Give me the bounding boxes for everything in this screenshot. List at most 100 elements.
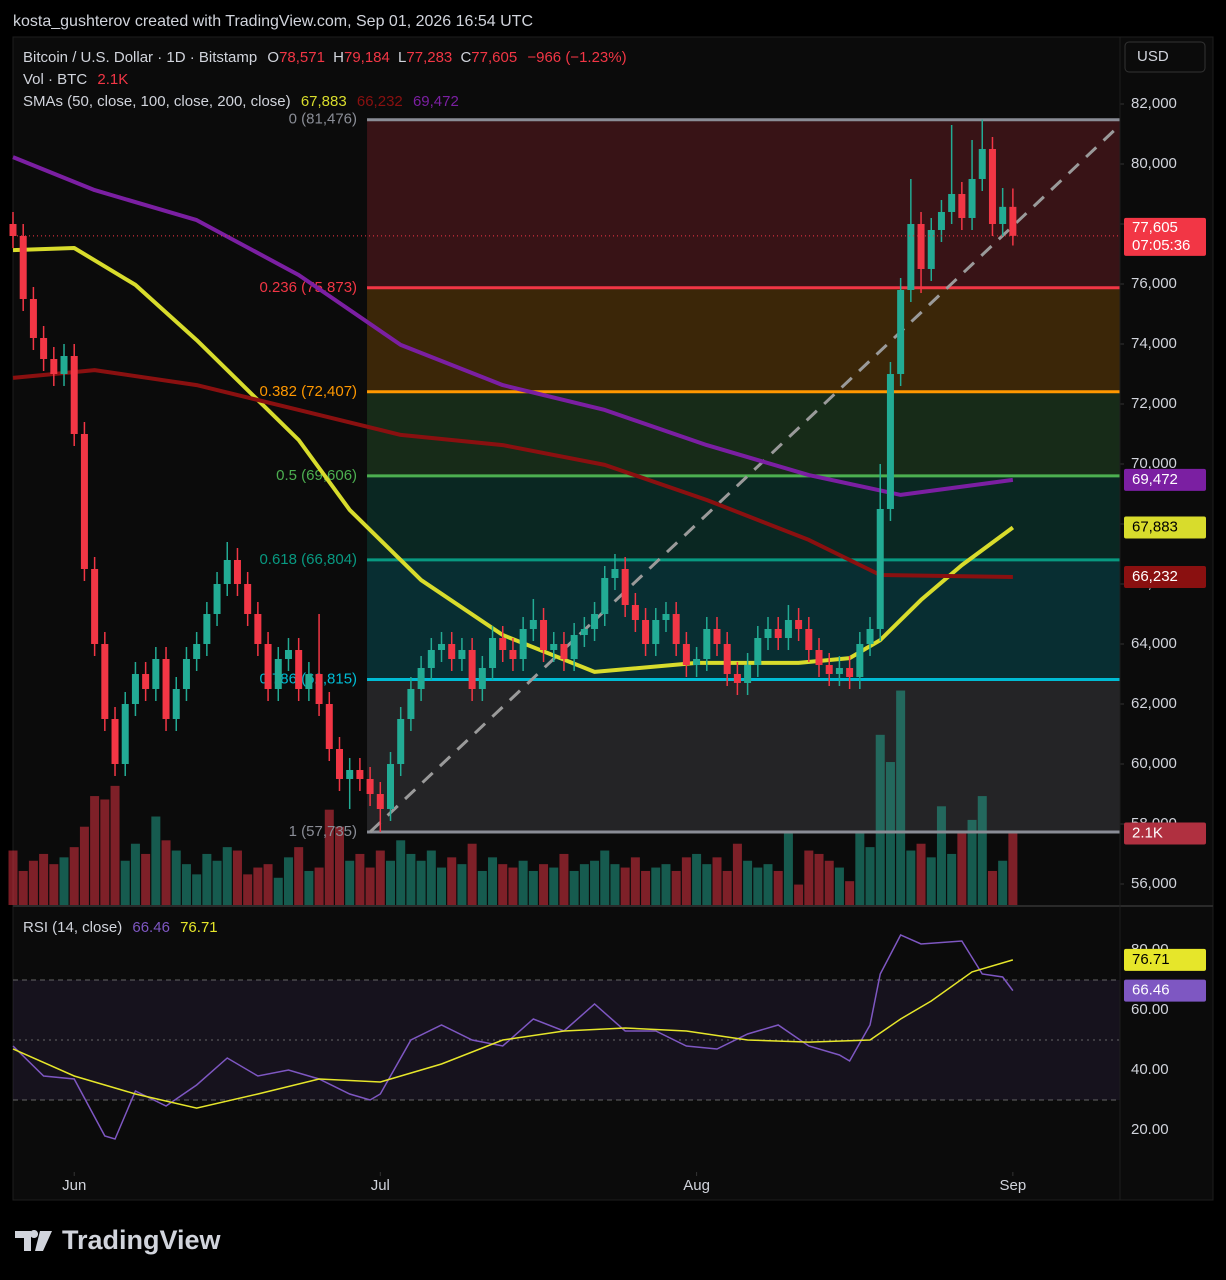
fib-band [367, 119, 1120, 288]
candle-body [815, 649, 823, 665]
volume-bar [324, 809, 334, 905]
rsi-tick-label: 20.00 [1131, 1121, 1169, 1138]
volume-bar [304, 870, 314, 905]
volume-bar [375, 850, 385, 905]
candle-body [162, 658, 170, 719]
volume-bar [620, 867, 630, 905]
candle-body [560, 643, 568, 659]
volume-bar [334, 826, 344, 905]
volume-bar [477, 870, 487, 905]
volume-bar [569, 870, 579, 905]
candle-body [19, 235, 27, 299]
candle-body [91, 568, 99, 644]
volume-bar [28, 860, 38, 905]
candle-body [172, 688, 180, 719]
y-tick-label: 82,000 [1131, 95, 1177, 112]
candle-body [131, 673, 139, 704]
change: −966 (−1.23%) [527, 49, 626, 66]
volume-bar [885, 762, 895, 905]
legend-symbol: Bitcoin / U.S. Dollar · 1D · Bitstamp O7… [23, 49, 627, 66]
candle-body [958, 193, 966, 218]
candle-body [540, 619, 548, 650]
candle-body [29, 298, 37, 338]
volume-bar [590, 860, 600, 905]
candle-body [988, 148, 996, 224]
volume-bar [998, 860, 1008, 905]
volume-bar [79, 826, 89, 905]
watermark: kosta_gushterov created with TradingView… [13, 13, 533, 30]
volume-bar [549, 867, 559, 905]
volume-bar [753, 867, 763, 905]
candle-body [897, 289, 905, 374]
volume-bar [161, 840, 171, 905]
volume-bar [345, 860, 355, 905]
candle-body [876, 508, 884, 629]
y-tick-label: 56,000 [1131, 875, 1177, 892]
candle-body [274, 658, 282, 689]
candle-body [570, 634, 578, 659]
rsi-line [12, 959, 1014, 1109]
y-tick-label: 74,000 [1131, 335, 1177, 352]
volume-bar [294, 847, 304, 905]
candle-body [682, 643, 690, 665]
last-price-text: 77,605 [1132, 219, 1178, 236]
volume-bar [396, 840, 406, 905]
volume-bar [579, 864, 589, 905]
ohlc-key: C [460, 49, 471, 66]
logo-icon [15, 1230, 52, 1251]
volume-bar [416, 860, 426, 905]
volume-bar [18, 870, 28, 905]
fib-band [367, 287, 1120, 392]
fib-label: 0.236 (75,873) [259, 279, 357, 296]
volume-bar [283, 857, 293, 905]
sma-badge-text: 69,472 [1132, 471, 1178, 488]
volume-bar [671, 870, 681, 905]
sma-badge [1124, 566, 1206, 589]
volume-bar [936, 806, 946, 905]
sma-value: 69,472 [413, 93, 459, 110]
volume-bar [314, 867, 324, 905]
candle-body [40, 337, 48, 359]
y-tick-label: 62,000 [1131, 695, 1177, 712]
candle-body [754, 637, 762, 665]
volume-bar [600, 850, 610, 905]
volume-badge-text: 2.1K [1132, 824, 1163, 841]
rsi-tick-label: 40.00 [1131, 1061, 1169, 1078]
fib-label: 0.382 (72,407) [259, 383, 357, 400]
currency-box[interactable] [1124, 41, 1206, 73]
candle-body [50, 358, 58, 374]
volume-bar [365, 867, 375, 905]
y-tick-label: 60,000 [1131, 755, 1177, 772]
volume-bar [722, 870, 732, 905]
volume-bar [518, 860, 528, 905]
ohlc-value: 77,283 [406, 49, 452, 66]
legend-sma: SMAs (50, close, 100, close, 200, close)… [23, 93, 459, 110]
x-tick-label: Aug [683, 1177, 710, 1194]
x-tick-label: Jul [371, 1177, 390, 1194]
volume-bar [641, 870, 651, 905]
candle-body [713, 628, 721, 644]
sma-name: SMAs (50, close, 100, close, 200, close) [23, 93, 291, 110]
sma-value: 66,232 [357, 93, 403, 110]
candle-body [315, 673, 323, 704]
candle-body [601, 577, 609, 614]
candle-body [886, 373, 894, 509]
sma-line [12, 155, 1014, 497]
candle-body [591, 613, 599, 629]
candle-body [489, 637, 497, 668]
volume-name: Vol · BTC [23, 71, 87, 88]
volume-bar [692, 853, 702, 905]
rsi-badge [1124, 979, 1206, 1002]
plot: 0 (81,476) 0.236 (75,873) 0.382 (72,407) 0.… [8, 95, 1206, 1194]
sma-line [12, 368, 1013, 580]
volume-bar [141, 853, 151, 905]
volume-bar [8, 850, 18, 905]
currency: USD [1137, 48, 1169, 65]
candle-body [438, 643, 446, 650]
candle-body [774, 628, 782, 638]
candle-body [703, 628, 711, 659]
volume-bar [355, 853, 365, 905]
volume-badge [1124, 822, 1206, 845]
candle-body [80, 433, 88, 569]
